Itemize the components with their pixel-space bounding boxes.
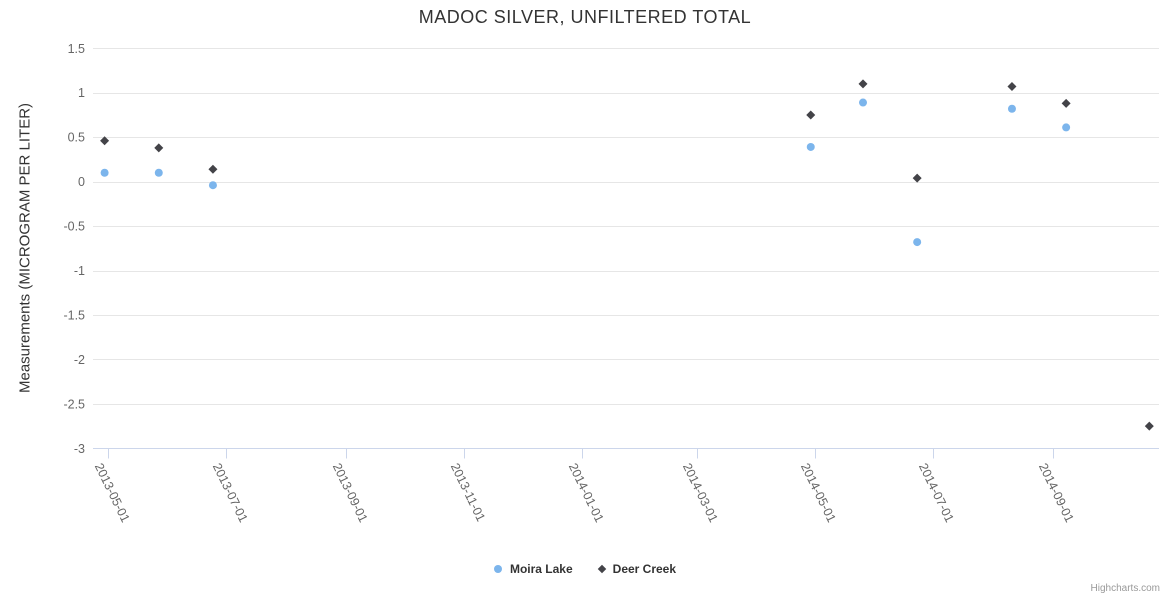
x-axis-tick-label: 2013-11-01 (448, 461, 488, 524)
x-axis-tick-label: 2014-03-01 (680, 461, 721, 525)
legend: Moira Lake Deer Creek (0, 562, 1170, 576)
moira-lake-data-point[interactable] (208, 181, 217, 190)
moira-lake-data-point[interactable] (806, 142, 815, 151)
deer-creek-diamond-icon (597, 564, 606, 574)
y-axis-tick-label: -1.5 (63, 308, 85, 322)
deer-creek-data-point[interactable] (1007, 82, 1017, 92)
legend-item-moira-lake[interactable]: Moira Lake (493, 562, 573, 576)
deer-creek-data-point[interactable] (1144, 421, 1154, 431)
deer-creek-data-point[interactable] (806, 110, 816, 120)
moira-lake-data-point[interactable] (1007, 104, 1016, 113)
moira-lake-data-point[interactable] (100, 168, 109, 177)
x-axis-tick-label: 2013-05-01 (92, 461, 133, 525)
moira-lake-data-point[interactable] (154, 168, 163, 177)
y-axis-tick-label: -2 (74, 353, 85, 367)
deer-creek-data-point[interactable] (858, 79, 868, 89)
moira-lake-circle-icon (493, 565, 502, 573)
x-axis-tick-label: 2014-07-01 (916, 461, 957, 525)
y-axis-tick-label: -0.5 (63, 220, 85, 234)
moira-lake-data-point[interactable] (1062, 123, 1071, 132)
y-axis-tick-label: 0.5 (68, 131, 85, 145)
chart-title: MADOC SILVER, UNFILTERED TOTAL (418, 7, 752, 27)
y-axis-tick-label: 1.5 (68, 42, 85, 56)
x-axis-tick-label: 2014-09-01 (1036, 461, 1077, 525)
deer-creek-data-point[interactable] (912, 173, 922, 183)
x-axis-tick-label: 2013-09-01 (330, 461, 371, 525)
x-axis-tick-label: 2014-01-01 (566, 461, 607, 525)
deer-creek-data-point[interactable] (1061, 98, 1071, 108)
y-axis-tick-label: 0 (78, 175, 85, 189)
y-axis-tick-label: 1 (78, 86, 85, 100)
y-axis-tick-label: -1 (74, 264, 85, 278)
deer-creek-data-point[interactable] (154, 143, 164, 153)
deer-creek-data-point[interactable] (100, 136, 110, 146)
highcharts-credit-link[interactable]: Highcharts.com (1090, 583, 1160, 594)
legend-label-deer-creek: Deer Creek (612, 562, 677, 576)
legend-label-moira-lake: Moira Lake (509, 562, 573, 576)
x-axis-tick-label: 2014-05-01 (798, 461, 839, 525)
legend-item-deer-creek[interactable]: Deer Creek (597, 562, 677, 576)
y-axis-tick-label: -3 (74, 442, 85, 456)
moira-lake-data-point[interactable] (858, 98, 867, 107)
x-axis-tick-label: 2013-07-01 (210, 461, 251, 525)
y-axis-tick-label: -2.5 (63, 397, 85, 411)
moira-lake-data-point[interactable] (913, 238, 922, 247)
deer-creek-data-point[interactable] (208, 164, 218, 174)
